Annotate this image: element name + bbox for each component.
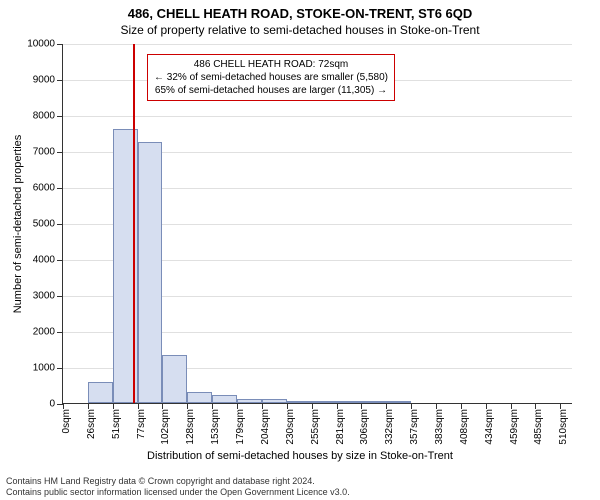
x-tick-label: 230sqm	[285, 409, 296, 445]
y-tick-label: 0	[49, 399, 63, 410]
y-tick-label: 10000	[27, 39, 63, 50]
x-tick-label: 128sqm	[185, 409, 196, 445]
x-tick-label: 204sqm	[260, 409, 271, 445]
y-tick-label: 7000	[33, 147, 63, 158]
x-tick-label: 255sqm	[310, 409, 321, 445]
x-tick-label: 408sqm	[459, 409, 470, 445]
x-tick-label: 51sqm	[111, 409, 122, 439]
y-tick-label: 8000	[33, 111, 63, 122]
x-tick-label: 179sqm	[235, 409, 246, 445]
x-tick-label: 485sqm	[533, 409, 544, 445]
callout-line: 65% of semi-detached houses are larger (…	[154, 84, 388, 97]
footer-line: Contains HM Land Registry data © Crown c…	[6, 476, 350, 487]
gridline	[63, 116, 572, 117]
bar	[337, 401, 362, 403]
bar	[312, 401, 337, 403]
bar	[162, 355, 187, 403]
bar	[212, 395, 237, 403]
chart: 0100020003000400050006000700080009000100…	[62, 44, 572, 404]
bar	[138, 142, 163, 403]
y-tick-label: 5000	[33, 219, 63, 230]
marker-line	[133, 44, 135, 403]
x-tick-label: 357sqm	[409, 409, 420, 445]
x-tick-label: 26sqm	[86, 409, 97, 439]
callout-line: 486 CHELL HEATH ROAD: 72sqm	[154, 58, 388, 71]
page-title: 486, CHELL HEATH ROAD, STOKE-ON-TRENT, S…	[0, 0, 600, 21]
bar	[262, 399, 287, 403]
bar	[88, 382, 113, 403]
x-tick-label: 281sqm	[335, 409, 346, 445]
y-tick-label: 6000	[33, 183, 63, 194]
x-tick-label: 153sqm	[210, 409, 221, 445]
bar	[187, 392, 212, 403]
y-tick-label: 1000	[33, 363, 63, 374]
footer-line: Contains public sector information licen…	[6, 487, 350, 498]
y-axis-title: Number of semi-detached properties	[12, 135, 24, 314]
x-tick-label: 510sqm	[558, 409, 569, 445]
bar	[287, 401, 312, 403]
y-tick-label: 4000	[33, 255, 63, 266]
x-tick-label: 383sqm	[434, 409, 445, 445]
page-subtitle: Size of property relative to semi-detach…	[0, 21, 600, 37]
y-tick-label: 3000	[33, 291, 63, 302]
y-tick-label: 9000	[33, 75, 63, 86]
y-tick-label: 2000	[33, 327, 63, 338]
x-tick-label: 306sqm	[359, 409, 370, 445]
bar	[361, 401, 386, 403]
bar	[237, 399, 262, 403]
x-tick-label: 102sqm	[160, 409, 171, 445]
callout-box: 486 CHELL HEATH ROAD: 72sqm ← 32% of sem…	[147, 54, 395, 101]
x-axis-title: Distribution of semi-detached houses by …	[0, 450, 600, 462]
x-tick-label: 332sqm	[384, 409, 395, 445]
x-tick-label: 459sqm	[509, 409, 520, 445]
x-tick-label: 77sqm	[136, 409, 147, 439]
callout-line: ← 32% of semi-detached houses are smalle…	[154, 71, 388, 84]
x-tick-label: 434sqm	[484, 409, 495, 445]
gridline	[63, 44, 572, 45]
footer: Contains HM Land Registry data © Crown c…	[6, 476, 350, 498]
x-tick-label: 0sqm	[61, 409, 72, 433]
bar	[386, 401, 411, 403]
